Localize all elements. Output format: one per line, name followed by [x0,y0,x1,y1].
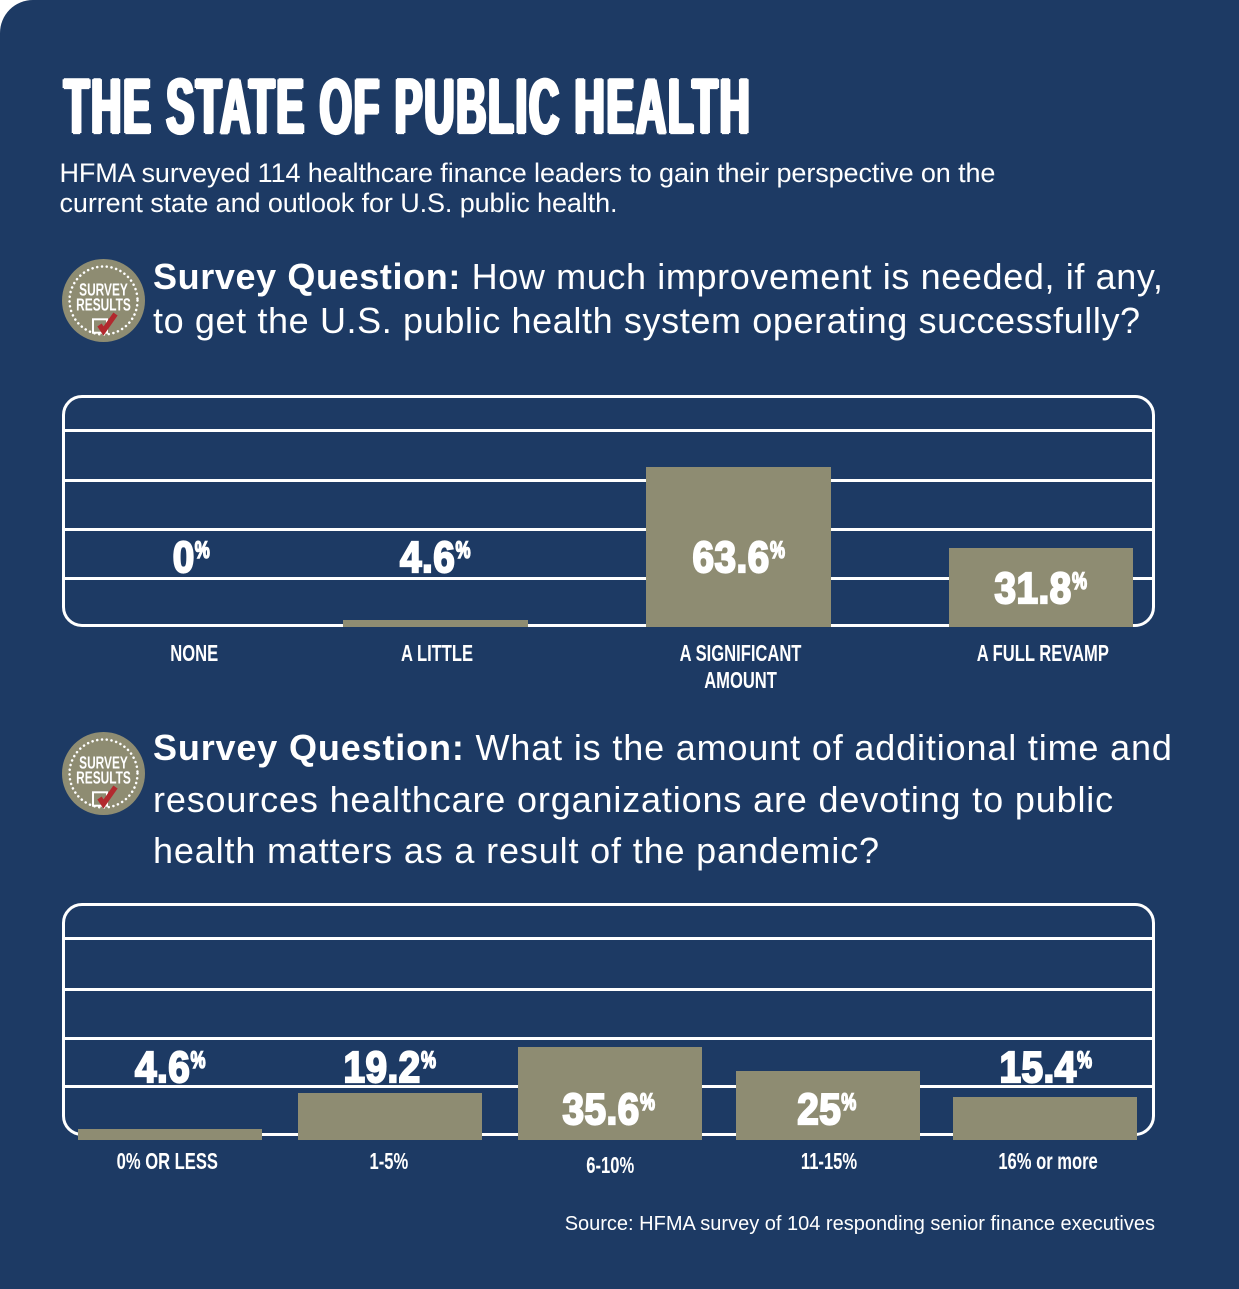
svg-text:SURVEY: SURVEY [79,753,128,773]
svg-text:SURVEY: SURVEY [79,280,128,300]
svg-text:RESULTS: RESULTS [76,294,131,314]
svg-text:RESULTS: RESULTS [76,767,131,787]
